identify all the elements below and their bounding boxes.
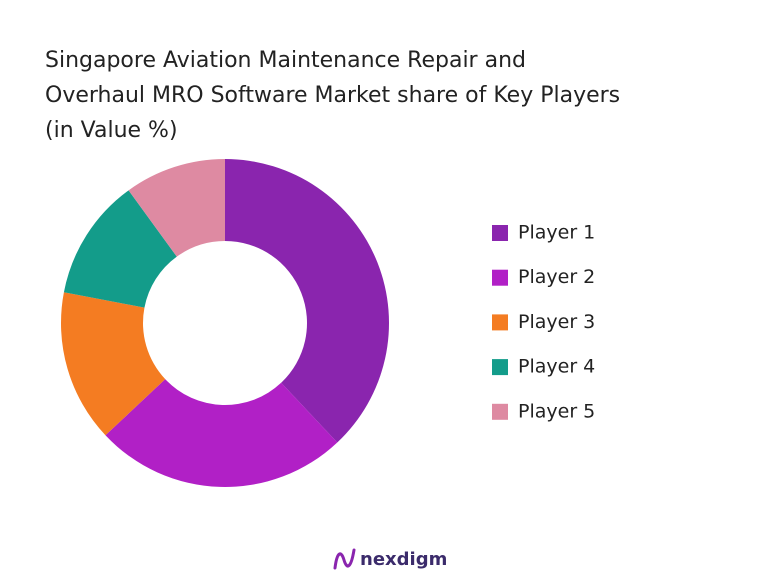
legend-swatch — [492, 225, 508, 241]
donut-slice — [63, 190, 177, 308]
legend-label: Player 5 — [518, 400, 595, 422]
donut-slice — [128, 159, 225, 257]
donut-slice — [225, 159, 389, 443]
legend-swatch — [492, 359, 508, 376]
chart-title: Singapore Aviation Maintenance Repair an… — [45, 48, 526, 73]
legend-label: Player 2 — [518, 266, 595, 288]
chart-title: (in Value %) — [45, 118, 178, 143]
donut-slice — [61, 292, 166, 436]
logo: nexdigm — [333, 548, 447, 570]
logo-icon — [333, 548, 356, 570]
donut-slice — [105, 379, 338, 488]
legend-swatch — [492, 314, 508, 331]
brand: nexdigm — [360, 549, 447, 570]
legend-swatch — [492, 269, 508, 286]
legend-label: Player 4 — [518, 356, 595, 378]
legend-label: Player 3 — [518, 311, 595, 333]
chart-title: Overhaul MRO Software Market share of Ke… — [45, 83, 620, 108]
legend-label: Player 1 — [518, 222, 595, 244]
legend-swatch — [492, 403, 508, 420]
